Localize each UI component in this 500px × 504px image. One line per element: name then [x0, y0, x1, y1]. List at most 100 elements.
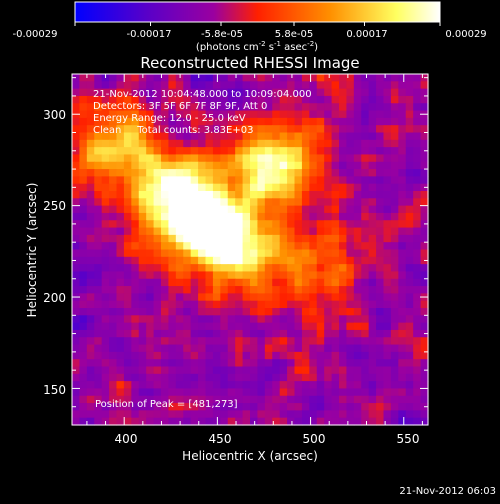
heatmap-cell — [316, 315, 325, 324]
heatmap-cell — [168, 125, 177, 134]
heatmap-cell — [205, 110, 214, 119]
heatmap-cell — [131, 242, 140, 251]
heatmap-cell — [309, 410, 318, 419]
heatmap-cell — [161, 74, 170, 82]
heatmap-cell — [376, 125, 385, 134]
heatmap-cell — [383, 388, 392, 397]
heatmap-cell — [72, 95, 81, 104]
heatmap-cell — [190, 161, 199, 170]
heatmap-cell — [346, 329, 355, 338]
heatmap-cell — [146, 410, 155, 419]
heatmap-cell — [346, 169, 355, 177]
heatmap-cell — [86, 147, 95, 156]
heatmap-cell — [146, 117, 155, 126]
heatmap-cell — [264, 344, 273, 353]
heatmap-cell — [94, 132, 103, 141]
heatmap-cell — [309, 351, 318, 360]
heatmap-cell — [138, 147, 147, 156]
heatmap-cell — [383, 191, 392, 199]
heatmap-cell — [287, 359, 296, 368]
heatmap-cell — [161, 212, 170, 221]
heatmap-cell — [294, 403, 303, 411]
heatmap-cell — [79, 88, 88, 97]
heatmap-cell — [353, 81, 362, 90]
heatmap-cell — [316, 264, 325, 273]
heatmap-cell — [220, 117, 229, 126]
heatmap-cell — [146, 359, 155, 368]
heatmap-cell — [212, 176, 221, 185]
heatmap-cell — [272, 359, 281, 368]
heatmap-cell — [79, 110, 88, 119]
info-line-counts: Clean Total counts: 3.83E+03 — [93, 125, 253, 136]
heatmap-cell — [86, 373, 95, 382]
axis-ticks — [72, 74, 428, 425]
heatmap-cell — [109, 322, 118, 331]
heatmap-cell — [79, 81, 88, 90]
heatmap-cell — [279, 132, 288, 141]
heatmap-cell — [168, 176, 177, 185]
heatmap-cell — [235, 147, 244, 156]
heatmap-cell — [309, 359, 318, 368]
heatmap-cell — [279, 147, 288, 156]
heatmap-cell — [353, 125, 362, 134]
y-tick-label: 200 — [43, 291, 66, 305]
heatmap-cell — [257, 212, 266, 221]
heatmap-cell — [331, 220, 340, 229]
heatmap-cell — [272, 403, 281, 411]
heatmap-cell — [361, 125, 370, 134]
heatmap-cell — [353, 278, 362, 287]
heatmap-cell — [220, 205, 229, 214]
heatmap-cell — [257, 234, 266, 243]
heatmap-cell — [168, 315, 177, 324]
heatmap-cell — [301, 81, 310, 90]
heatmap-cell — [279, 227, 288, 236]
heatmap-cell — [250, 169, 259, 177]
heatmap-cell — [123, 373, 132, 382]
heatmap-cell — [220, 103, 229, 112]
heatmap-cell — [405, 388, 414, 397]
heatmap-cell — [242, 176, 251, 185]
heatmap-cell — [264, 264, 273, 273]
heatmap-cell — [301, 234, 310, 243]
heatmap-cell — [146, 74, 155, 82]
info-line-detectors: Detectors: 3F 5F 6F 7F 8F 9F, Att 0 — [93, 101, 267, 112]
heatmap-cell — [346, 395, 355, 404]
heatmap-cell — [183, 286, 192, 294]
heatmap-cell — [205, 103, 214, 112]
heatmap-cell — [227, 417, 236, 426]
heatmap-cell — [146, 388, 155, 397]
heatmap-cell — [287, 154, 296, 163]
heatmap-cell — [109, 351, 118, 360]
heatmap-cell — [331, 403, 340, 411]
heatmap-cell — [398, 191, 407, 199]
heatmap-cell — [242, 278, 251, 287]
heatmap-cell — [420, 351, 429, 360]
heatmap-cell — [138, 337, 147, 346]
heatmap-cell — [324, 176, 333, 185]
heatmap-cell — [398, 103, 407, 112]
heatmap-cell — [301, 74, 310, 82]
heatmap-cell — [227, 191, 236, 199]
heatmap-cell — [212, 95, 221, 104]
heatmap-cell — [86, 139, 95, 148]
heatmap-cell — [198, 264, 207, 273]
heatmap-cell — [353, 198, 362, 207]
heatmap-cell — [168, 359, 177, 368]
heatmap-cell — [272, 110, 281, 119]
heatmap-cell — [175, 220, 184, 229]
heatmap-cell — [324, 366, 333, 375]
heatmap-cell — [353, 242, 362, 251]
heatmap-cell — [368, 322, 377, 331]
heatmap-cell — [175, 373, 184, 382]
heatmap-cell — [161, 271, 170, 280]
heatmap-cell — [376, 117, 385, 126]
heatmap-cell — [190, 125, 199, 134]
heatmap-cell — [116, 234, 125, 243]
heatmap-cell — [405, 212, 414, 221]
heatmap-cell — [405, 322, 414, 331]
heatmap-cell — [72, 88, 81, 97]
heatmap-cell — [94, 110, 103, 119]
heatmap-cell — [413, 227, 422, 236]
heatmap-cell — [316, 88, 325, 97]
heatmap-cell — [123, 300, 132, 309]
